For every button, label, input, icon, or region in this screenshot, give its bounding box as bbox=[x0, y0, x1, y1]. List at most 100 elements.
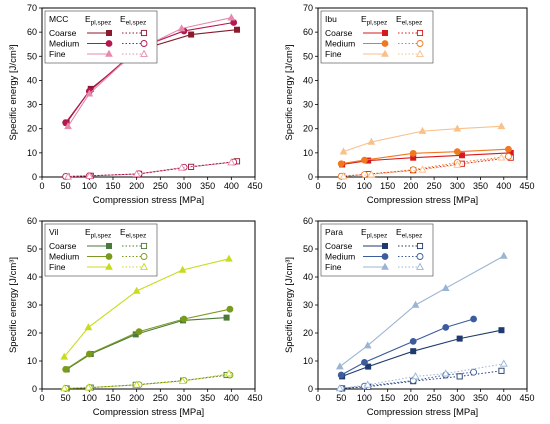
legend-marker-elastic bbox=[416, 29, 424, 37]
y-tick-label: 10 bbox=[27, 148, 37, 158]
legend-column-header: Eel,spez bbox=[120, 14, 146, 27]
x-tick-label: 150 bbox=[105, 393, 120, 403]
series-line-plastic bbox=[340, 318, 474, 376]
data-point-plastic bbox=[84, 323, 93, 331]
legend-column-header: Eel,spez bbox=[396, 227, 422, 240]
data-point-plastic bbox=[64, 122, 72, 130]
data-point-plastic bbox=[442, 323, 450, 331]
x-tick-label: 300 bbox=[450, 181, 465, 191]
plot-frame bbox=[41, 7, 256, 178]
chart-panel-1: 0 50 100 150 200 250 300 350 400 450 0 10 20 30 40 50 60… bbox=[8, 3, 263, 206]
series-line-elastic bbox=[341, 155, 509, 177]
y-tick-label: 20 bbox=[27, 328, 37, 338]
data-point-plastic bbox=[180, 315, 188, 323]
legend-marker-elastic bbox=[140, 242, 148, 250]
chart-panel-3: 0 50 100 150 200 250 300 350 400 450 0 10 20 30 40 50 60… bbox=[8, 216, 263, 418]
data-point-elastic bbox=[499, 359, 508, 367]
legend-entry-label: Medium bbox=[49, 252, 79, 262]
data-point-plastic bbox=[441, 283, 450, 292]
data-point-plastic bbox=[335, 362, 344, 370]
x-axis-label: Compression stress [MPa] bbox=[93, 407, 204, 418]
x-tick-label: 0 bbox=[39, 393, 44, 403]
x-tick-label: 50 bbox=[61, 393, 71, 403]
chart-panel-2: 0 50 100 150 200 250 300 350 400 450 0 10 20 30 40 50 60… bbox=[284, 3, 535, 206]
y-tick-label: 60 bbox=[303, 216, 313, 226]
x-axis-label: Compression stress [MPa] bbox=[93, 195, 204, 206]
data-point-elastic bbox=[339, 172, 348, 180]
x-tick-label: 450 bbox=[247, 181, 262, 191]
x-tick-label: 250 bbox=[427, 181, 442, 191]
chart-panel-4: 0 50 100 150 200 250 300 350 400 450 0 10 20 30 40 50 60… bbox=[284, 216, 535, 418]
data-point-plastic bbox=[458, 152, 465, 159]
data-point-plastic bbox=[409, 149, 417, 157]
legend-entry-label: Coarse bbox=[49, 241, 77, 251]
data-point-elastic bbox=[456, 373, 463, 380]
legend-entry-label: Fine bbox=[49, 49, 66, 59]
legend-title: Ibu bbox=[325, 14, 337, 24]
y-tick-label: 40 bbox=[27, 75, 37, 85]
legend-marker-elastic bbox=[140, 49, 148, 57]
y-tick-label: 30 bbox=[27, 300, 37, 310]
y-tick-label: 30 bbox=[27, 100, 37, 110]
y-tick-label: 0 bbox=[32, 384, 37, 394]
data-point-plastic bbox=[226, 305, 234, 313]
data-point-plastic bbox=[367, 137, 376, 145]
data-point-elastic bbox=[497, 153, 506, 161]
legend-marker-plastic bbox=[381, 29, 388, 36]
data-point-elastic bbox=[498, 367, 505, 374]
series-line-elastic bbox=[64, 373, 230, 389]
x-tick-label: 450 bbox=[519, 393, 534, 403]
data-point-plastic bbox=[411, 300, 420, 308]
legend-marker-plastic bbox=[105, 262, 113, 270]
y-tick-label: 50 bbox=[27, 244, 37, 254]
data-point-plastic bbox=[337, 371, 345, 379]
x-tick-label: 0 bbox=[315, 181, 320, 191]
x-tick-label: 150 bbox=[380, 181, 395, 191]
x-tick-label: 100 bbox=[357, 181, 372, 191]
y-tick-label: 50 bbox=[303, 244, 313, 254]
series-line-elastic bbox=[65, 374, 230, 389]
data-point-elastic bbox=[84, 383, 93, 391]
x-axis-label: Compression stress [MPa] bbox=[367, 407, 478, 418]
x-tick-label: 300 bbox=[450, 393, 465, 403]
x-tick-label: 200 bbox=[129, 393, 144, 403]
data-point-elastic bbox=[411, 372, 420, 380]
y-tick-label: 30 bbox=[303, 300, 313, 310]
data-point-plastic bbox=[470, 315, 477, 323]
x-tick-label: 50 bbox=[336, 181, 346, 191]
x-tick-label: 100 bbox=[357, 393, 372, 403]
legend-marker-plastic bbox=[381, 40, 389, 47]
legend-entry-label: Coarse bbox=[49, 28, 77, 38]
data-point-plastic bbox=[339, 147, 348, 155]
data-point-plastic bbox=[337, 160, 345, 168]
data-point-plastic bbox=[497, 122, 506, 130]
data-point-elastic bbox=[132, 169, 141, 177]
legend-marker-plastic bbox=[105, 253, 113, 260]
y-tick-label: 0 bbox=[32, 172, 37, 182]
series-line-elastic bbox=[68, 162, 232, 178]
data-point-plastic bbox=[62, 365, 70, 373]
data-point-plastic bbox=[498, 327, 505, 334]
data-point-elastic bbox=[64, 172, 72, 180]
y-tick-label: 20 bbox=[303, 124, 313, 134]
series-fine bbox=[339, 122, 506, 180]
x-axis-label: Compression stress [MPa] bbox=[367, 195, 478, 206]
legend-marker-plastic bbox=[381, 262, 389, 270]
data-point-plastic bbox=[409, 337, 417, 345]
y-tick-label: 0 bbox=[308, 172, 313, 182]
legend-marker-elastic bbox=[140, 262, 148, 270]
legend-marker-plastic bbox=[381, 253, 389, 260]
y-tick-label: 40 bbox=[303, 272, 313, 282]
data-point-elastic bbox=[470, 368, 478, 376]
legend-marker-elastic bbox=[416, 262, 424, 270]
data-point-plastic bbox=[499, 251, 508, 259]
legend-marker-elastic bbox=[140, 253, 148, 260]
x-tick-label: 350 bbox=[473, 393, 488, 403]
y-tick-label: 70 bbox=[303, 3, 313, 13]
x-tick-label: 450 bbox=[247, 393, 262, 403]
data-point-plastic bbox=[223, 314, 230, 321]
data-point-plastic bbox=[453, 148, 461, 156]
legend-marker-elastic bbox=[416, 40, 424, 47]
legend-column-header: Eel,spez bbox=[396, 14, 422, 27]
